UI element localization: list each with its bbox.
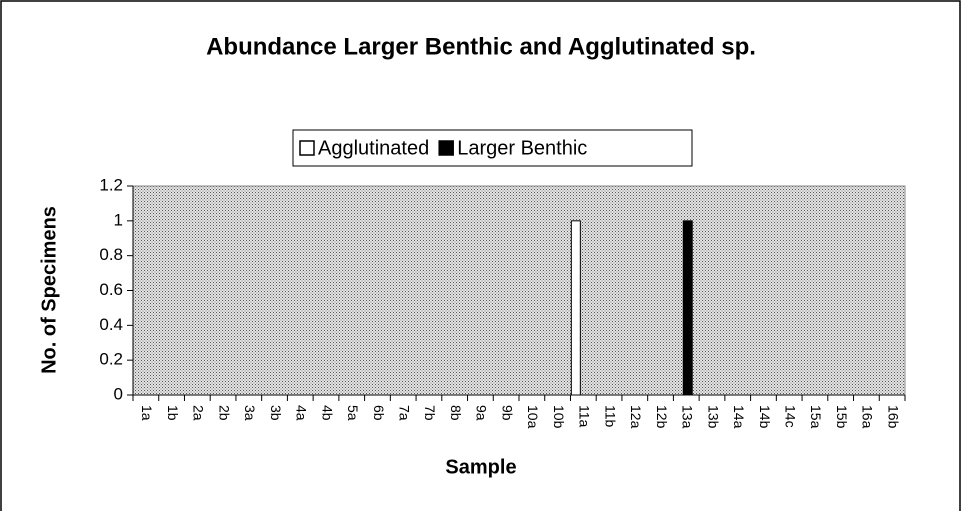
y-tick-label: 0.6 (99, 280, 123, 299)
y-tick-label: 0.2 (99, 350, 123, 369)
x-tick-label: 4a (294, 405, 310, 421)
x-tick-label: 8b (448, 405, 464, 421)
x-tick-label: 9b (499, 405, 515, 421)
x-tick-label: 6b (371, 405, 387, 421)
bar (682, 220, 693, 396)
x-tick-label: 7a (396, 405, 412, 421)
x-tick-label: 2a (191, 405, 207, 421)
x-tick-label: 11b (602, 405, 618, 428)
x-tick-label: 14c (782, 405, 798, 428)
plot-area (132, 185, 906, 396)
x-tick-label: 16a (860, 405, 876, 429)
y-tick-label: 0 (114, 384, 123, 403)
x-tick-label: 15b (834, 405, 850, 429)
x-tick-label: 9a (474, 405, 490, 421)
x-tick-label: 10a (525, 405, 541, 429)
legend-swatch (299, 140, 315, 156)
x-tick-label: 3b (268, 405, 284, 421)
x-tick-label: 14b (757, 405, 773, 429)
y-tick-label: 1 (114, 210, 123, 229)
y-tick-label: 0.4 (99, 315, 123, 334)
x-tick-label: 5a (345, 405, 361, 421)
legend-swatch (438, 140, 454, 156)
legend-label: Agglutinated (318, 137, 429, 159)
bar (570, 220, 581, 396)
x-tick-label: 1a (139, 405, 155, 421)
x-axis-label: Sample (445, 456, 516, 478)
y-tick-label: 0.8 (99, 245, 123, 264)
x-tick-label: 11a (577, 405, 593, 428)
chart-title: Abundance Larger Benthic and Agglutinate… (206, 33, 756, 60)
x-tick-label: 1b (165, 405, 181, 421)
x-tick-label: 15a (808, 405, 824, 429)
x-tick-label: 13b (705, 405, 721, 429)
x-tick-label: 14a (731, 405, 747, 429)
y-axis-label: No. of Specimens (38, 206, 60, 374)
legend-box (292, 129, 693, 167)
x-tick-label: 16b (885, 405, 901, 429)
x-tick-label: 10b (551, 405, 567, 429)
x-tick-label: 3a (242, 405, 258, 421)
x-tick-label: 4b (319, 405, 335, 421)
x-tick-label: 12b (654, 405, 670, 429)
y-tick-label: 1.2 (99, 175, 123, 194)
legend-label: Larger Benthic (457, 137, 587, 159)
x-tick-label: 12a (628, 405, 644, 429)
x-tick-label: 13a (680, 405, 696, 429)
x-tick-label: 7b (422, 405, 438, 421)
x-tick-label: 2b (216, 405, 232, 421)
